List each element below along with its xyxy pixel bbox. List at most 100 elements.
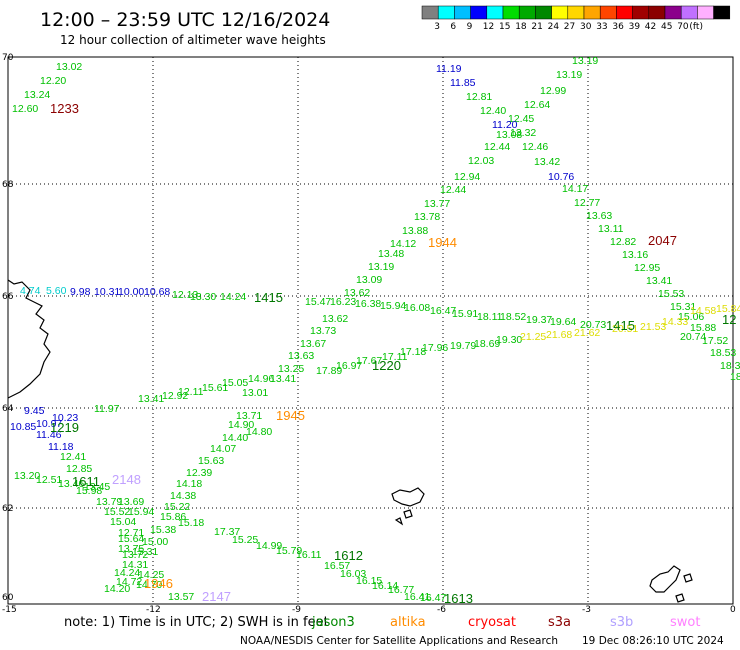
wave-height-reading: 15.64 <box>118 533 144 545</box>
legend-swatch <box>518 5 536 20</box>
wave-height-reading: 21.25 <box>520 331 546 343</box>
lat-tick-label: 62 <box>2 504 13 514</box>
wave-height-reading: 12.82 <box>610 236 636 248</box>
legend-swatch <box>583 5 601 20</box>
wave-height-reading: 18.11 <box>477 311 503 323</box>
wave-height-reading: 17.96 <box>422 342 448 354</box>
wave-height-reading: 10.85 <box>10 421 36 433</box>
wave-height-reading: 13.09 <box>356 274 382 286</box>
wave-height-reading: 16.03 <box>340 568 366 580</box>
legend-swatch <box>437 5 455 20</box>
wave-height-reading: 10.00 <box>118 286 144 298</box>
wave-height-reading: 19.37 <box>526 314 552 326</box>
wave-height-reading: 19.79 <box>450 340 476 352</box>
wave-height-reading: 10.31 <box>94 286 120 298</box>
wave-height-reading: 13.62 <box>344 287 370 299</box>
wave-height-reading: 12.03 <box>468 155 494 167</box>
wave-height-reading: 15.63 <box>198 455 224 467</box>
pass-time-label: 1415 <box>606 318 635 333</box>
legend-label: (ft) <box>689 22 703 32</box>
wave-height-reading: 14.99 <box>256 540 282 552</box>
wave-height-reading: 19.30 <box>496 334 522 346</box>
wave-height-reading: 12.41 <box>60 451 86 463</box>
wave-height-reading: 13.48 <box>378 248 404 260</box>
wave-height-reading: 13.41 <box>646 275 672 287</box>
legend-label: 36 <box>612 22 624 32</box>
wave-height-reading: 13.69 <box>118 496 144 508</box>
wave-height-reading: 12.60 <box>12 103 38 115</box>
satellite-name: swot <box>670 615 700 630</box>
wave-height-reading: 16.47 <box>430 305 456 317</box>
wave-height-reading: 12.44 <box>440 184 466 196</box>
pass-time-labels: 1233 1944 2047 1415 1415 12 1220 1945 12… <box>50 101 736 606</box>
lon-tick-label: -15 <box>2 605 17 615</box>
lat-tick-label: 64 <box>2 404 14 414</box>
wave-height-reading: 17.67 <box>356 355 382 367</box>
legend-label: 42 <box>645 22 656 32</box>
wave-height-reading: 12.85 <box>66 463 92 475</box>
legend-swatch <box>680 5 698 20</box>
shetland-islands <box>649 565 693 603</box>
wave-height-reading: 16.38 <box>355 298 381 310</box>
pass-time-label: 2047 <box>648 233 677 248</box>
pass-time-label: 1612 <box>334 548 363 563</box>
wave-height-reading: 13.67 <box>300 338 326 350</box>
wave-height-reading: 16.08 <box>404 302 430 314</box>
wave-height-reading: 13.79 <box>96 496 122 508</box>
wave-height-reading: 17.18 <box>400 346 426 358</box>
wave-height-reading: 15.52 <box>104 506 130 518</box>
legend-swatch <box>454 5 471 20</box>
legend-label: 33 <box>596 22 607 32</box>
legend-label: 9 <box>467 22 473 32</box>
wave-height-reading: 13.73 <box>310 325 336 337</box>
wave-height-reading: 13.45 <box>84 481 110 493</box>
pass-time-label: 1613 <box>444 591 473 606</box>
wave-height-reading: 15.84 <box>716 303 740 315</box>
wave-height-reading: 17.52 <box>702 335 728 347</box>
wave-height-reading: 19.64 <box>550 316 576 328</box>
wave-height-reading: 12.44 <box>484 141 510 153</box>
wave-height-reading: 15.53 <box>658 288 684 300</box>
wave-height-reading: 14.24 <box>220 291 246 303</box>
wave-height-reading: 15.79 <box>276 545 302 557</box>
lon-tick-label: -6 <box>437 605 446 615</box>
wave-height-reading: 15.00 <box>142 536 168 548</box>
wave-height-reading: 13.42 <box>534 156 560 168</box>
wave-height-reading: 15.31 <box>670 301 696 313</box>
legend-swatch <box>616 5 633 20</box>
wave-height-reading: 14.20 <box>104 583 130 595</box>
legend-swatch <box>632 5 650 20</box>
wave-height-reading: 9.45 <box>24 405 45 417</box>
wave-height-reading: 21.62 <box>574 327 600 339</box>
wave-height-reading: 12.95 <box>634 262 660 274</box>
legend-swatch <box>648 5 666 20</box>
wave-height-reading: 15.91 <box>452 308 478 320</box>
wave-height-reading: 13.11 <box>598 223 624 235</box>
legend-swatch <box>551 5 569 20</box>
wave-height-reading: 11.19 <box>436 63 462 75</box>
wave-height-reading: 14.80 <box>246 426 272 438</box>
legend-label: 18 <box>515 22 527 32</box>
wave-height-reading: 9.98 <box>70 286 91 298</box>
latitude-ticks: 70 68 66 64 62 60 <box>2 53 14 603</box>
wave-height-reading: 21.53 <box>640 321 666 333</box>
wave-height-reading: 14.70 <box>136 579 162 591</box>
longitude-ticks: -15 -12 -9 -6 -3 0 <box>2 605 736 615</box>
wave-height-reading: 14.07 <box>210 443 236 455</box>
wave-height-reading: 15.61 <box>202 382 228 394</box>
wave-height-reading: 12.94 <box>454 171 480 183</box>
legend-label: 3 <box>434 22 440 32</box>
wave-height-reading: 15.86 <box>160 511 186 523</box>
wave-height-reading: 16.57 <box>324 560 350 572</box>
wave-height-reading: 17.37 <box>214 526 240 538</box>
wave-height-reading: 18.69 <box>474 338 500 350</box>
coastlines <box>7 279 693 603</box>
legend-swatch <box>713 5 731 20</box>
wave-height-reading: 17.89 <box>316 365 342 377</box>
pass-time-label: 1611 <box>72 474 100 489</box>
wave-height-reading: 12.13 <box>172 289 198 301</box>
satellite-name: jason3 <box>311 615 355 630</box>
wave-height-reading: 11.85 <box>450 77 476 89</box>
wave-height-reading: 18.53 <box>710 347 736 359</box>
lon-tick-label: 0 <box>730 605 736 615</box>
